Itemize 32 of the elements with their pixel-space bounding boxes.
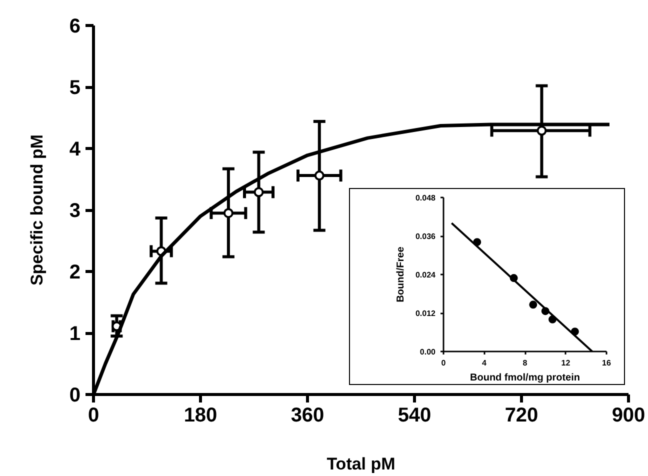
y-axis-title: Bound/Free — [395, 246, 406, 302]
y-tick-label: 4 — [69, 138, 82, 160]
x-tick-label: 360 — [290, 404, 324, 426]
x-tick-label: 8 — [522, 358, 528, 368]
y-tick-label: 0 — [69, 384, 80, 406]
y-tick-label: 0.024 — [415, 270, 436, 280]
point — [223, 208, 234, 218]
point — [536, 126, 547, 136]
x-tick-label: 720 — [504, 404, 538, 426]
point — [529, 300, 538, 309]
y-tick-label: 0.048 — [415, 194, 436, 202]
x-tick-label: 16 — [602, 358, 612, 368]
x-tick-label: 0 — [88, 404, 100, 426]
y-tick-label: 5 — [69, 77, 80, 99]
y-tick-label: 1 — [69, 323, 80, 345]
y-tick-label: 2 — [69, 262, 80, 284]
y-tick-label: 0.036 — [415, 232, 436, 241]
x-axis-title: Total pM — [326, 454, 396, 474]
y-tick-label: 6 — [69, 16, 80, 38]
y-tick-label: 3 — [69, 200, 80, 222]
point — [254, 187, 264, 198]
point — [314, 170, 324, 181]
x-tick-label: 0 — [441, 358, 446, 368]
x-tick-label: 180 — [184, 404, 218, 426]
x-tick-label: 12 — [561, 358, 571, 368]
y-axis-title: Specific bound pM — [27, 134, 46, 286]
x-axis-title: Bound fmol/mg protein — [470, 372, 580, 384]
y-tick-label: 0.00 — [420, 348, 436, 356]
x-tick-label: 4 — [482, 358, 488, 368]
y-tick-label: 0.012 — [415, 309, 436, 318]
x-tick-label: 540 — [398, 404, 432, 426]
x-tick-label: 900 — [612, 404, 646, 426]
